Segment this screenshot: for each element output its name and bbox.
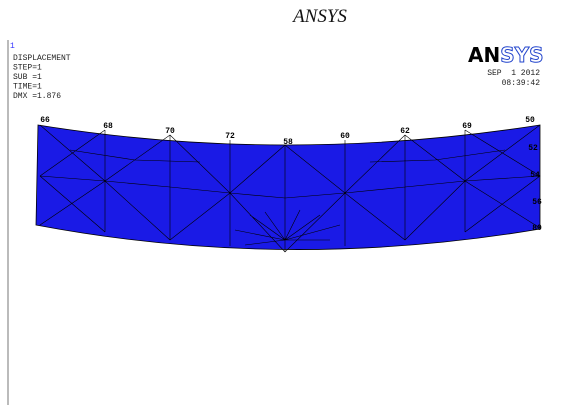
node-label: 70 <box>165 127 175 136</box>
info-line: TIME=1 <box>13 83 42 92</box>
title: ANSYS <box>291 6 347 27</box>
info-line: DISPLACEMENT <box>13 54 71 63</box>
node-label: 52 <box>528 144 538 153</box>
logo-part: SYS <box>500 43 543 67</box>
node-label: 50 <box>525 116 535 125</box>
node-label: 54 <box>530 171 540 180</box>
logo: ANSYS <box>468 43 544 67</box>
time: 08:39:42 <box>502 79 541 88</box>
date: SEP 1 2012 <box>487 69 540 78</box>
node-label: 66 <box>40 116 50 125</box>
info-line: SUB =1 <box>13 73 42 82</box>
node-label: 60 <box>340 132 350 141</box>
node-label: 58 <box>283 138 293 147</box>
screen: ANSYS 1 DISPLACEMENTSTEP=1SUB =1TIME=1DM… <box>0 0 563 405</box>
logo-part: AN <box>468 43 500 67</box>
node-label: 69 <box>462 122 472 131</box>
node-label: 72 <box>225 132 235 141</box>
window-number: 1 <box>10 42 15 51</box>
node-label: 80 <box>532 224 542 233</box>
node-label: 62 <box>400 127 410 136</box>
info-line: DMX =1.876 <box>13 92 61 101</box>
node-label: 56 <box>532 198 542 207</box>
info-line: STEP=1 <box>13 64 42 73</box>
node-label: 68 <box>103 122 113 131</box>
